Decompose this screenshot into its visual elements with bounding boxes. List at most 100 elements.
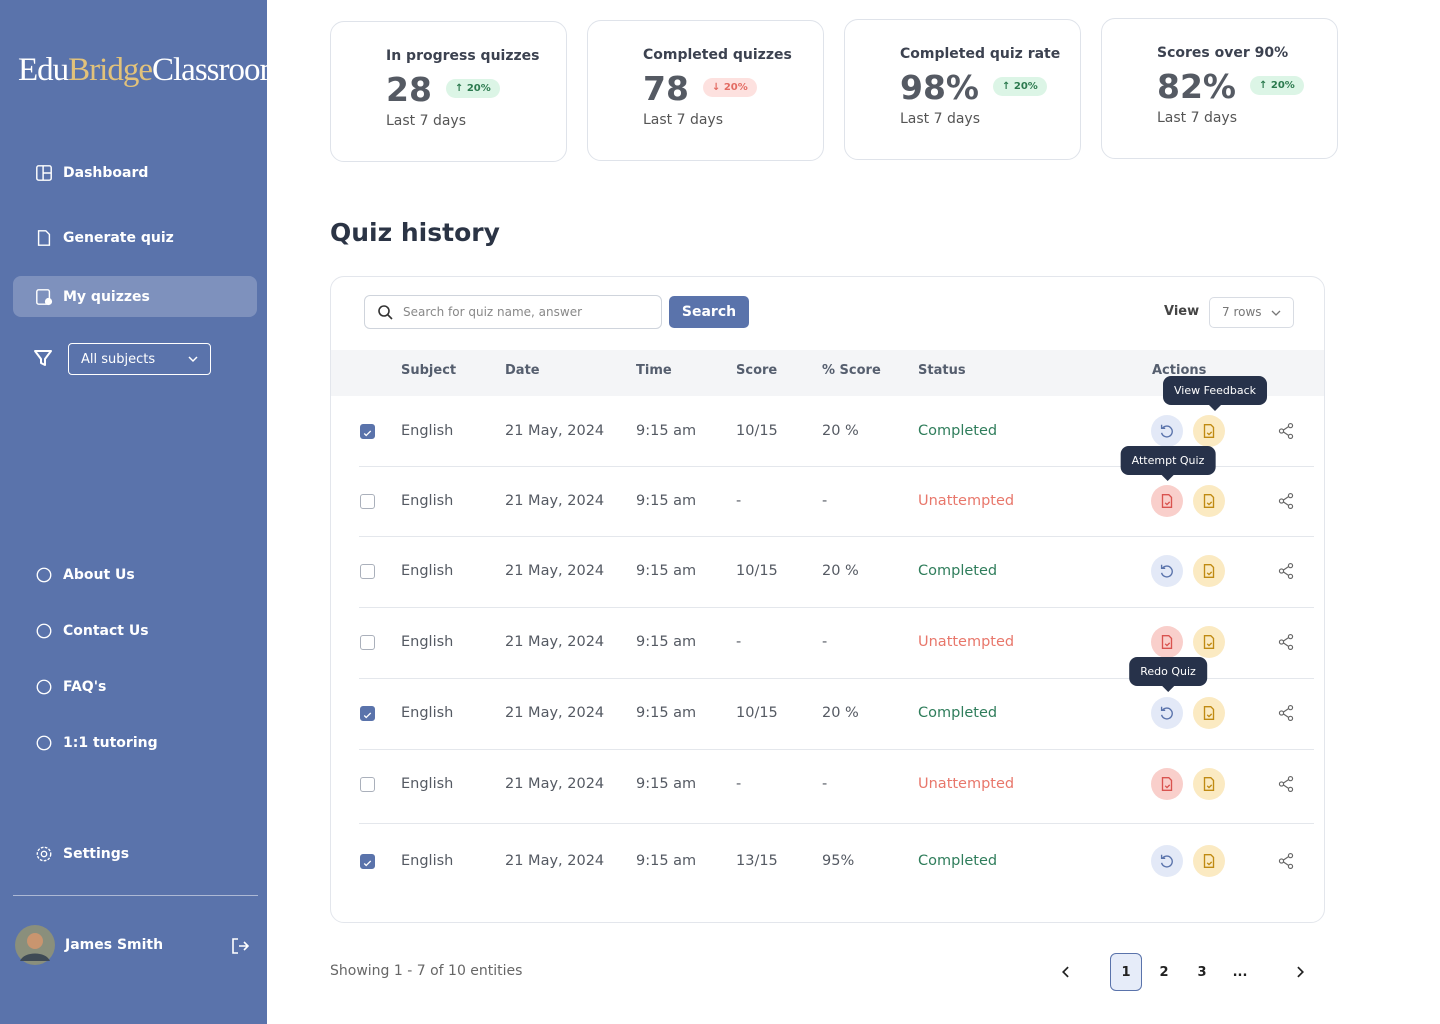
action-feedback[interactable]: [1193, 845, 1225, 877]
column-header: Subject: [401, 363, 457, 378]
tooltip: Attempt Quiz: [1120, 446, 1216, 481]
table-cell: -: [822, 493, 828, 509]
nav-label: Contact Us: [63, 622, 149, 639]
avatar: [15, 925, 55, 965]
row-checkbox[interactable]: [360, 777, 375, 792]
table-cell: 21 May, 2024: [505, 493, 605, 509]
stat-title: Completed quizzes: [643, 47, 792, 63]
search-button[interactable]: Search: [669, 296, 749, 328]
stat-card: Completed quizzes 78 ↓ 20% Last 7 days: [587, 20, 824, 161]
prev-page[interactable]: [1050, 953, 1082, 991]
action-share[interactable]: [1270, 485, 1302, 517]
nav-item[interactable]: My quizzes: [13, 276, 257, 317]
action-icon: [1203, 854, 1215, 868]
column-header: Date: [505, 363, 540, 378]
search-input[interactable]: Search for quiz name, answer: [364, 295, 662, 329]
page-button[interactable]: 1: [1110, 953, 1142, 991]
action-share[interactable]: [1270, 626, 1302, 658]
nav-item[interactable]: Settings: [13, 833, 257, 874]
table-cell: 10/15: [736, 705, 778, 721]
share-icon: [1278, 775, 1294, 793]
action-share[interactable]: [1270, 768, 1302, 800]
stat-card: Scores over 90% 82% ↑ 20% Last 7 days: [1101, 18, 1338, 159]
action-icon: [1203, 635, 1215, 649]
view-select[interactable]: 7 rows: [1209, 297, 1294, 328]
table-cell: 9:15 am: [636, 493, 697, 509]
table-cell: Completed: [918, 423, 998, 439]
action-feedback[interactable]: [1193, 697, 1225, 729]
page-button[interactable]: 2: [1159, 964, 1169, 980]
action-feedback[interactable]: [1193, 485, 1225, 517]
table-cell: Completed: [918, 563, 998, 579]
nav-label: FAQ's: [63, 678, 107, 695]
user-name: James Smith: [65, 937, 164, 953]
logout-icon[interactable]: [231, 937, 249, 955]
column-header: Actions: [1152, 363, 1207, 378]
chevron: [188, 356, 198, 363]
page-button[interactable]: ...: [1232, 964, 1248, 980]
action-icon: [1161, 777, 1173, 791]
action-attempt[interactable]: [1151, 768, 1183, 800]
action-share[interactable]: [1270, 845, 1302, 877]
nav-item[interactable]: Contact Us: [13, 610, 257, 651]
row-checkbox[interactable]: [360, 424, 375, 439]
action-icon: [1160, 564, 1173, 578]
action-attempt[interactable]: [1151, 626, 1183, 658]
table-cell: Completed: [918, 853, 998, 869]
action-share[interactable]: [1270, 415, 1302, 447]
row-checkbox[interactable]: [360, 635, 375, 650]
column-header: Status: [918, 363, 966, 378]
row-checkbox[interactable]: [360, 854, 375, 869]
table-cell: -: [736, 493, 742, 509]
action-attempt[interactable]: [1151, 845, 1183, 877]
nav-icon: [36, 846, 52, 862]
share-icon: [1278, 633, 1294, 651]
table-cell: 21 May, 2024: [505, 563, 605, 579]
table-cell: 9:15 am: [636, 634, 697, 650]
table-cell: 20 %: [822, 705, 859, 721]
next-page[interactable]: [1284, 953, 1316, 991]
logo-part: Bridge: [68, 52, 153, 88]
row-checkbox[interactable]: [360, 494, 375, 509]
tooltip: Redo Quiz: [1129, 657, 1207, 692]
page-button[interactable]: 3: [1197, 964, 1207, 980]
row-checkbox[interactable]: [360, 564, 375, 579]
entries-summary: Showing 1 - 7 of 10 entities: [330, 963, 523, 979]
nav-label: My quizzes: [63, 288, 150, 305]
subject-filter[interactable]: All subjects: [68, 343, 211, 375]
action-attempt[interactable]: [1151, 697, 1183, 729]
action-feedback[interactable]: [1193, 626, 1225, 658]
nav-item[interactable]: Generate quiz: [13, 217, 257, 258]
nav-item[interactable]: Dashboard: [13, 152, 257, 193]
action-attempt[interactable]: [1151, 485, 1183, 517]
sidebar: EduBridgeClassroom All subjects James Sm…: [0, 0, 285, 1024]
action-icon: [1203, 706, 1215, 720]
action-feedback[interactable]: [1193, 555, 1225, 587]
action-attempt[interactable]: [1151, 555, 1183, 587]
action-feedback[interactable]: [1193, 415, 1225, 447]
nav-label: Generate quiz: [63, 229, 174, 246]
table-cell: Unattempted: [918, 776, 1015, 792]
chevron: [1271, 310, 1281, 316]
action-share[interactable]: [1270, 697, 1302, 729]
row-checkbox[interactable]: [360, 706, 375, 721]
row-divider: [359, 749, 1314, 750]
action-icon: [1203, 494, 1215, 508]
action-feedback[interactable]: [1193, 768, 1225, 800]
logo[interactable]: EduBridgeClassroom: [18, 52, 285, 89]
check: [363, 860, 372, 867]
stat-value: 78: [643, 69, 689, 108]
nav-item[interactable]: FAQ's: [13, 666, 257, 707]
action-share[interactable]: [1270, 555, 1302, 587]
action-attempt[interactable]: [1151, 415, 1183, 447]
table-cell: 21 May, 2024: [505, 705, 605, 721]
nav-icon: [36, 735, 52, 751]
nav-item[interactable]: 1:1 tutoring: [13, 722, 257, 763]
logo-part: Edu: [18, 52, 69, 88]
nav-item[interactable]: About Us: [13, 554, 257, 595]
filter-icon: [34, 350, 52, 366]
row-divider: [359, 536, 1314, 537]
table-cell: 21 May, 2024: [505, 423, 605, 439]
column-header: % Score: [822, 363, 881, 378]
